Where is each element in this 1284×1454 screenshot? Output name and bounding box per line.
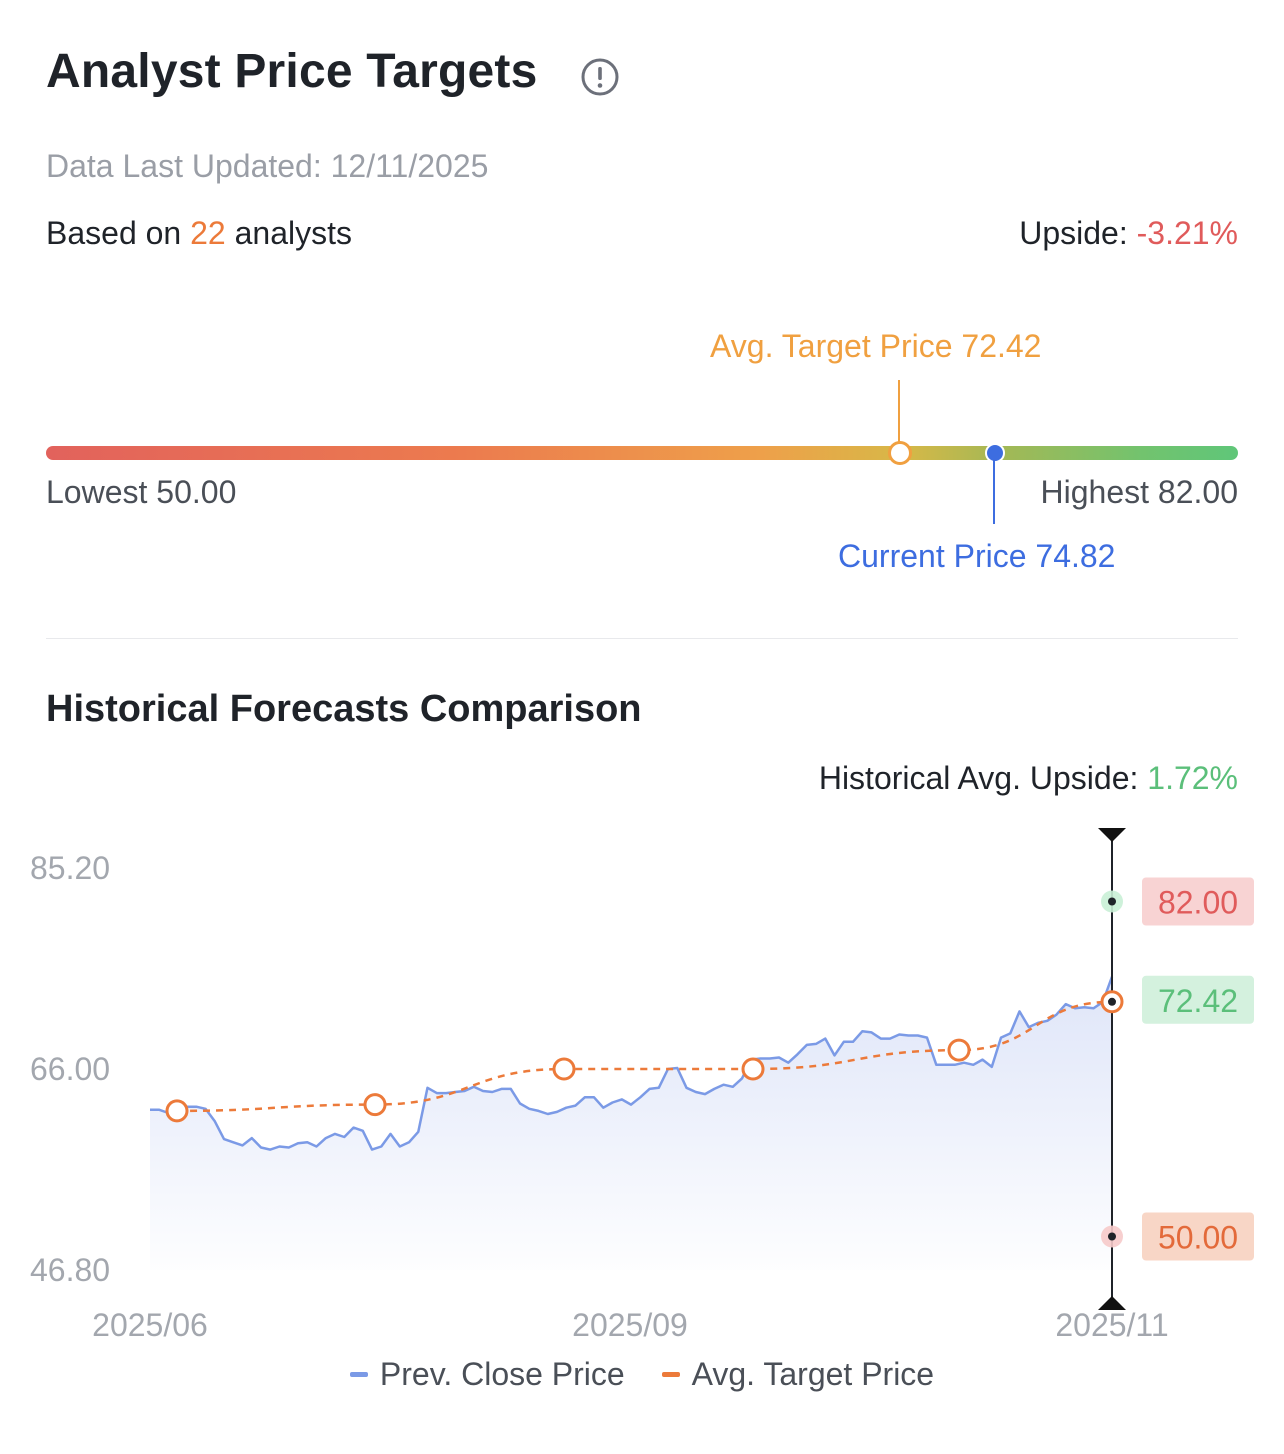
avg-target-marker	[888, 441, 912, 465]
current-price-connector	[993, 460, 995, 524]
based-prefix: Based on	[46, 215, 191, 251]
highest-target-label: Highest 82.00	[1040, 474, 1238, 510]
current-price-label: Current Price 74.82	[838, 538, 1116, 574]
page-title: Analyst Price Targets	[46, 45, 538, 98]
target-point	[947, 1038, 971, 1062]
info-circle-icon[interactable]	[580, 57, 620, 97]
avg-target-badge-bg	[1142, 975, 1254, 1024]
legend-swatch-orange	[661, 1372, 680, 1377]
legend-label-avg-target: Avg. Target Price	[691, 1356, 935, 1392]
low-target-badge-text: 50.00	[1158, 1220, 1238, 1256]
historical-chart[interactable]: 85.20 66.00 46.80 2025/06 2025/09 2025/11 82.0…	[0, 800, 1284, 1400]
avg-target-label: Avg. Target Price 72.42	[710, 328, 1042, 364]
crosshair-top-arrow	[1098, 828, 1126, 842]
x-tick-label: 2025/11	[1055, 1307, 1168, 1343]
upside-text: Upside: -3.21%	[1019, 215, 1238, 252]
target-point	[165, 1099, 189, 1123]
legend-swatch-blue	[349, 1372, 368, 1377]
analyst-count-text: Based on 22 analysts	[46, 215, 352, 252]
target-point	[741, 1057, 765, 1081]
low-target-badge-bg	[1142, 1212, 1254, 1261]
based-suffix: analysts	[225, 215, 352, 251]
historical-title: Historical Forecasts Comparison	[46, 688, 642, 730]
historical-upside-label: Historical Avg. Upside:	[818, 760, 1148, 796]
legend-label-prev-close: Prev. Close Price	[379, 1356, 625, 1392]
crosshair-avg-dot	[1108, 997, 1116, 1006]
price-area	[150, 976, 1112, 1270]
legend-item-avg-target[interactable]: Avg. Target Price	[661, 1356, 935, 1393]
historical-upside-value: 1.72%	[1147, 760, 1238, 796]
price-range-bar	[46, 446, 1238, 460]
lowest-target-label: Lowest 50.00	[46, 474, 237, 510]
historical-upside-text: Historical Avg. Upside: 1.72%	[819, 760, 1238, 797]
y-tick-label: 46.80	[30, 1252, 110, 1288]
chart-legend: Prev. Close Price Avg. Target Price	[0, 1348, 1284, 1393]
target-point	[363, 1093, 387, 1117]
upside-value: -3.21%	[1136, 215, 1238, 251]
y-tick-label: 66.00	[30, 1051, 110, 1087]
prev-close-line	[150, 976, 1114, 1151]
avg-target-connector	[898, 380, 900, 446]
x-tick-label: 2025/09	[572, 1307, 688, 1343]
avg-target-line	[176, 1000, 1113, 1113]
current-price-marker	[985, 443, 1005, 463]
analyst-count: 22	[190, 215, 226, 251]
upside-label: Upside:	[1019, 215, 1137, 251]
high-target-badge-bg	[1142, 877, 1254, 926]
crosshair-bottom-arrow	[1098, 1296, 1126, 1310]
last-updated-text: Data Last Updated: 12/11/2025	[46, 148, 489, 184]
avg-target-badge-text: 72.42	[1158, 983, 1238, 1019]
legend-item-prev-close[interactable]: Prev. Close Price	[349, 1356, 625, 1393]
x-tick-label: 2025/06	[92, 1307, 208, 1343]
section-divider	[46, 638, 1238, 639]
y-tick-label: 85.20	[30, 850, 110, 886]
high-target-badge-text: 82.00	[1158, 885, 1238, 921]
high-marker-dot	[1108, 897, 1116, 906]
target-point	[552, 1057, 576, 1081]
low-marker-dot	[1108, 1232, 1116, 1241]
